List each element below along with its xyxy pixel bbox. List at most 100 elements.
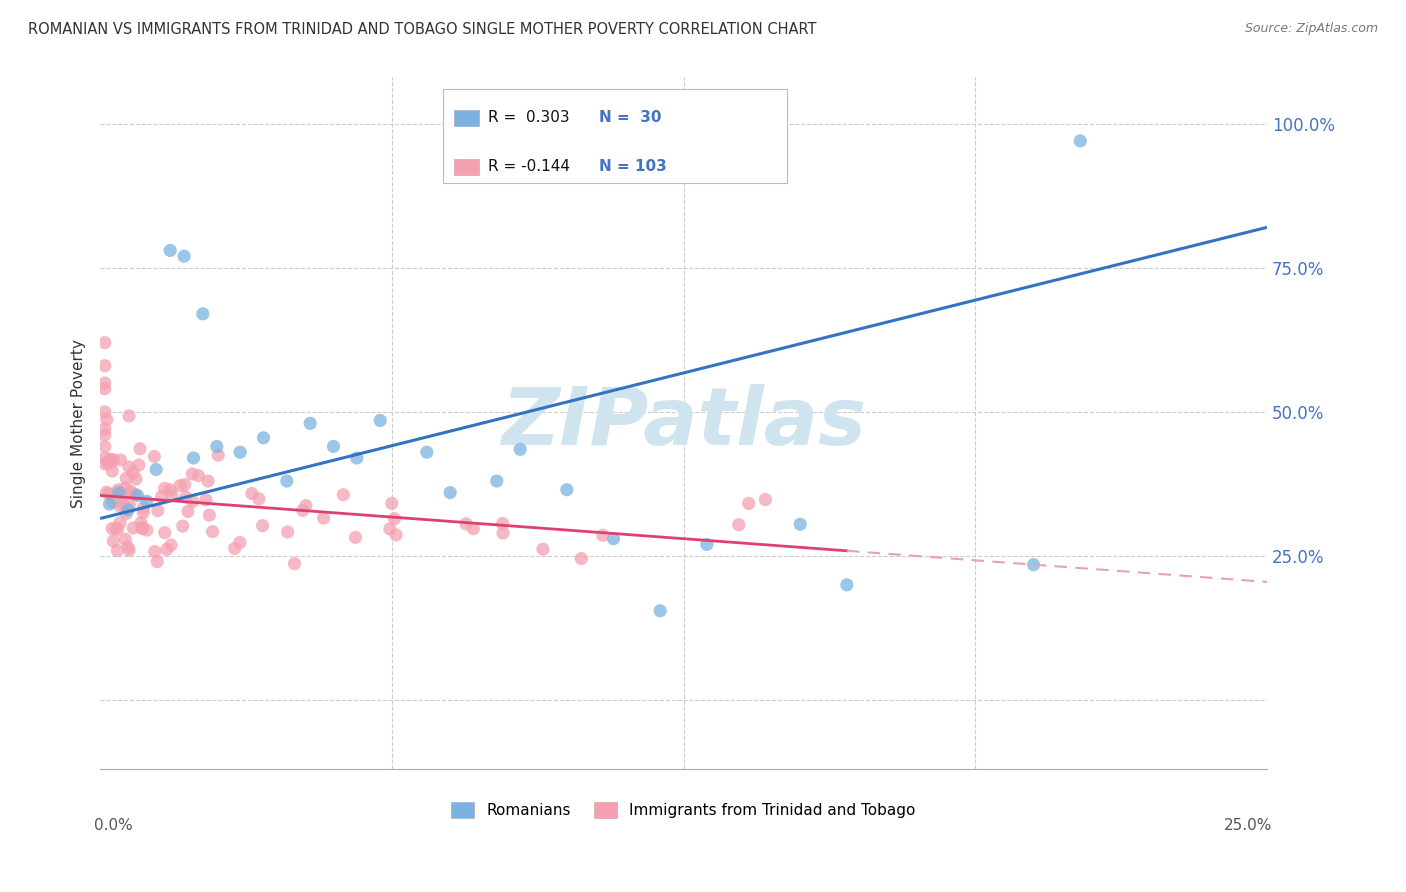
Point [385,528,408,542]
Point [107,485,129,500]
Point [835,578,858,592]
Point [160,488,183,502]
Point [94,422,117,436]
Point [727,517,749,532]
Y-axis label: Single Mother Poverty: Single Mother Poverty [72,339,86,508]
Point [125,472,148,486]
Point [94,405,117,419]
Point [94,450,117,465]
Point [98,497,121,511]
Point [94,335,117,350]
Point [118,498,141,512]
Point [332,488,354,502]
Point [111,487,134,501]
Point [96,485,118,500]
Point [135,494,157,508]
Point [181,467,204,481]
Point [191,307,214,321]
Point [118,409,141,423]
Point [153,481,176,495]
Point [754,492,776,507]
Point [224,541,246,556]
Point [344,530,367,544]
Point [1069,134,1091,148]
Point [107,483,129,497]
Point [381,496,404,510]
Point [229,445,252,459]
Point [252,518,274,533]
Point [169,478,191,492]
Point [172,519,194,533]
Point [183,450,205,465]
Point [94,457,117,471]
Point [198,508,221,523]
Point [173,249,195,263]
Text: 0.0%: 0.0% [94,818,134,833]
Point [100,452,122,467]
Point [114,481,136,495]
Point [97,456,120,470]
Point [277,524,299,539]
Point [145,462,167,476]
Point [115,507,138,521]
Point [416,445,439,459]
Point [738,496,761,510]
Point [205,439,228,453]
Point [127,488,149,502]
Point [124,487,146,501]
Point [122,466,145,480]
Point [696,537,718,551]
Point [94,382,117,396]
Point [159,483,181,497]
Point [143,544,166,558]
Point [129,516,152,530]
Point [485,474,508,488]
Point [173,477,195,491]
Point [110,453,132,467]
Point [146,555,169,569]
Point [101,464,124,478]
Point [101,495,124,509]
Point [160,538,183,552]
Point [531,542,554,557]
Point [439,485,461,500]
Point [122,521,145,535]
Point [96,412,118,426]
Point [291,503,314,517]
Point [177,504,200,518]
Point [569,551,592,566]
Point [112,499,135,513]
Point [94,376,117,390]
Point [101,522,124,536]
Point [128,458,150,472]
Text: 25.0%: 25.0% [1225,818,1272,833]
Point [103,534,125,549]
Point [346,450,368,465]
Point [368,413,391,427]
Point [131,521,153,535]
Point [174,490,197,504]
Point [492,526,515,541]
Point [150,490,173,504]
Point [94,439,117,453]
Point [312,511,335,525]
Text: Source: ZipAtlas.com: Source: ZipAtlas.com [1244,22,1378,36]
Point [105,491,128,505]
Point [146,504,169,518]
Point [295,499,318,513]
Point [555,483,578,497]
Point [384,511,406,525]
Point [229,535,252,549]
Point [509,442,531,457]
Point [156,542,179,557]
Point [454,516,477,531]
Point [159,244,181,258]
Point [181,494,204,508]
Point [131,521,153,535]
Point [143,450,166,464]
Point [592,528,614,542]
Text: ROMANIAN VS IMMIGRANTS FROM TRINIDAD AND TOBAGO SINGLE MOTHER POVERTY CORRELATIO: ROMANIAN VS IMMIGRANTS FROM TRINIDAD AND… [28,22,817,37]
Point [105,521,128,535]
Point [194,492,217,507]
Point [1022,558,1045,572]
